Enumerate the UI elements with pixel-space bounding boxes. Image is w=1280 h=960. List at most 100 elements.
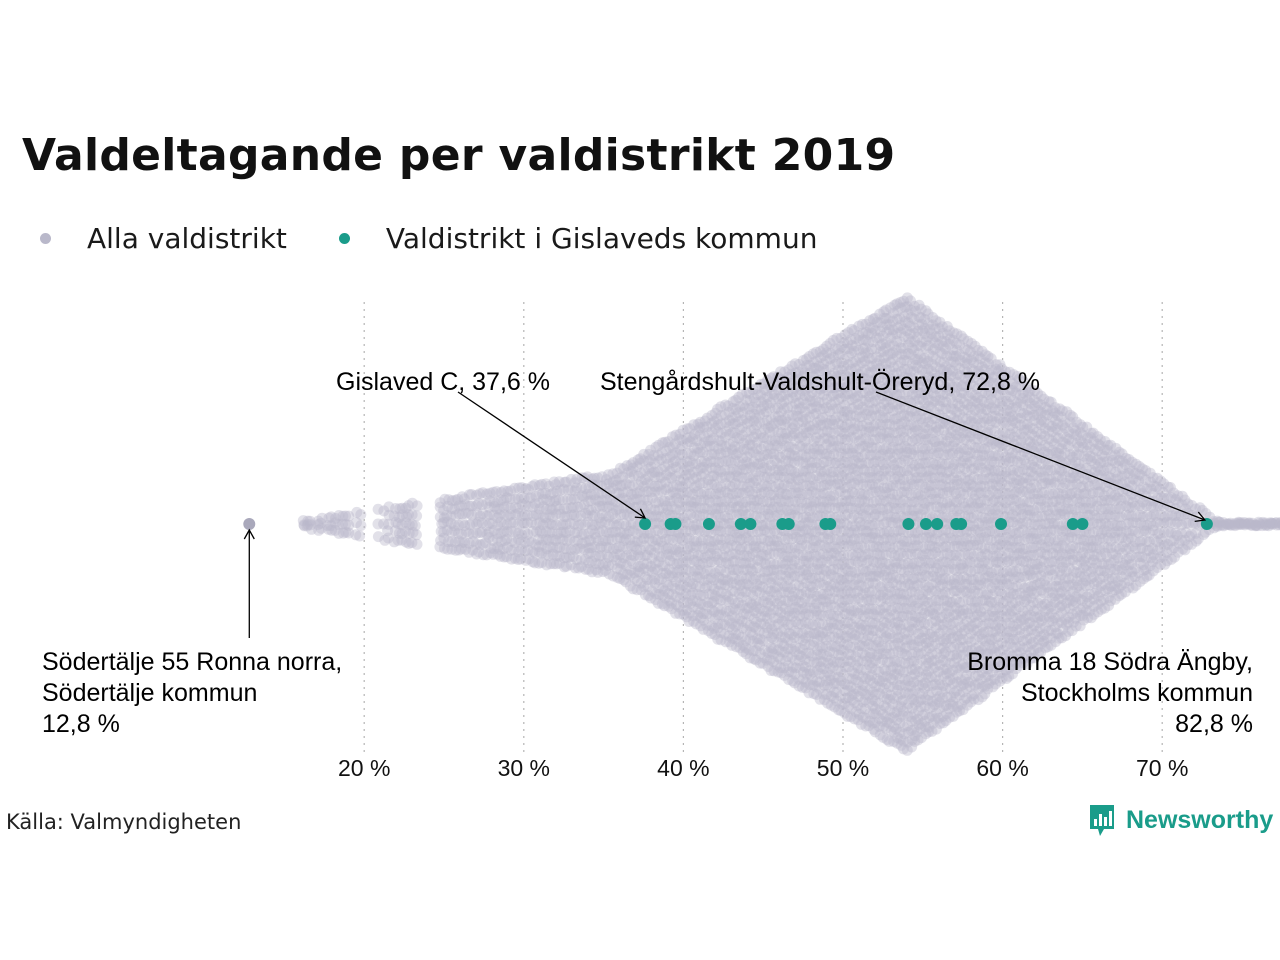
swarm-point <box>498 501 510 513</box>
swarm-point <box>323 512 335 524</box>
swarm-point <box>445 518 457 530</box>
swarm-point <box>487 548 499 560</box>
swarm-point <box>351 517 362 529</box>
swarm-point <box>442 536 454 548</box>
swarm-point <box>533 557 545 569</box>
swarm-point <box>446 526 457 538</box>
swarm-point <box>403 500 415 512</box>
swarm-point <box>617 541 629 553</box>
swarm-point <box>453 535 465 547</box>
swarm-point <box>403 509 414 521</box>
swarm-point <box>553 494 565 506</box>
swarm-point <box>585 504 597 516</box>
swarm-point <box>492 512 504 524</box>
swarm-point <box>473 497 485 509</box>
swarm-point <box>329 524 341 536</box>
swarm-point <box>502 485 514 497</box>
swarm-point <box>578 491 590 503</box>
swarm-point <box>446 503 458 515</box>
swarm-point <box>471 507 483 519</box>
swarm-point <box>343 527 355 539</box>
swarm-point <box>586 519 598 531</box>
swarm-point <box>483 501 495 513</box>
swarm-point <box>555 527 567 538</box>
swarm-point <box>551 542 563 554</box>
swarm-point <box>407 526 419 538</box>
swarm-point <box>611 548 623 560</box>
swarm-point <box>562 493 574 505</box>
swarm-point <box>561 543 572 555</box>
swarm-point <box>322 520 334 531</box>
swarm-point <box>600 478 612 490</box>
swarm-point <box>526 480 538 492</box>
swarm-point <box>492 519 503 531</box>
swarm-point <box>510 501 521 513</box>
swarm-point <box>529 557 541 569</box>
swarm-point <box>350 529 362 541</box>
swarm-point <box>554 550 566 562</box>
swarm-point <box>561 503 573 514</box>
swarm-point <box>512 554 524 565</box>
swarm-point <box>614 493 626 505</box>
swarm-point <box>604 485 616 497</box>
swarm-point <box>491 503 503 515</box>
swarm-point <box>304 515 316 527</box>
swarm-point <box>604 494 616 506</box>
swarm-point <box>617 558 629 570</box>
swarm-point <box>452 493 464 505</box>
swarm-point <box>579 519 591 531</box>
swarm-point <box>484 495 496 507</box>
swarm-point <box>525 491 537 503</box>
swarm-point <box>543 480 555 492</box>
swarm-point <box>505 485 517 497</box>
swarm-point <box>603 533 615 545</box>
swarm-point <box>517 510 528 522</box>
swarm-point <box>625 519 637 531</box>
swarm-point <box>400 502 412 514</box>
swarm-point <box>573 519 584 531</box>
swarm-point <box>467 544 479 556</box>
swarm-point <box>540 487 552 499</box>
swarm-point <box>505 517 517 529</box>
swarm-point <box>438 542 450 554</box>
swarm-point <box>571 527 583 538</box>
swarm-point <box>483 526 495 538</box>
swarm-point <box>332 519 344 530</box>
swarm-point <box>474 488 486 500</box>
legend-label-all: Alla valdistrikt <box>87 222 287 255</box>
swarm-point <box>467 517 479 529</box>
swarm-point <box>325 511 337 523</box>
swarm-point <box>600 510 612 522</box>
swarm-point <box>313 524 325 536</box>
swarm-point <box>606 534 618 546</box>
swarm-point <box>491 528 503 540</box>
swarm-point <box>607 482 619 494</box>
swarm-point <box>617 471 629 483</box>
swarm-point <box>494 509 506 521</box>
swarm-point <box>565 494 577 506</box>
swarm-point <box>436 518 448 530</box>
legend-item-all: Alla valdistrikt <box>40 222 287 255</box>
swarm-point <box>526 536 538 548</box>
swarm-point <box>607 508 619 520</box>
swarm-point <box>614 541 625 552</box>
swarm-point <box>618 574 630 586</box>
swarm-point <box>625 489 637 500</box>
swarm-point <box>608 518 620 530</box>
swarm-point <box>571 554 583 566</box>
swarm-point <box>597 566 609 578</box>
swarm-point <box>575 510 587 522</box>
swarm-point <box>585 488 597 500</box>
swarm-point <box>624 580 636 592</box>
swarm-point <box>603 518 615 530</box>
swarm-point <box>501 492 513 504</box>
swarm-point <box>515 553 527 565</box>
swarm-point <box>501 526 513 538</box>
swarm-point <box>393 511 405 523</box>
swarm-point <box>621 543 633 555</box>
swarm-point <box>343 510 355 522</box>
swarm-point <box>551 500 562 512</box>
swarm-point <box>613 487 625 499</box>
swarm-point <box>614 526 626 538</box>
swarm-point <box>546 526 558 538</box>
